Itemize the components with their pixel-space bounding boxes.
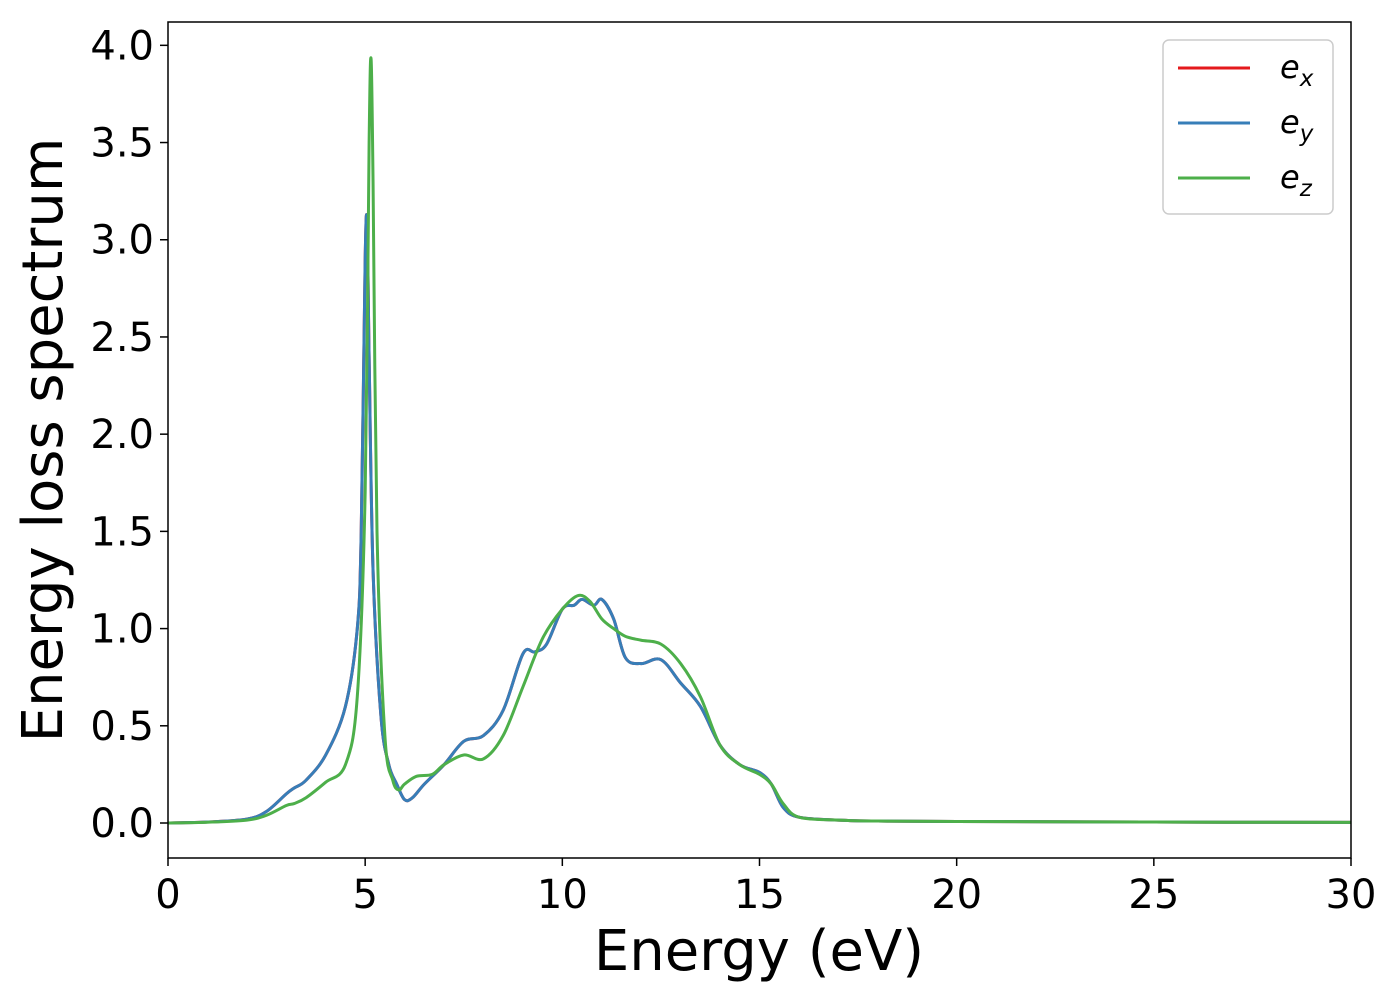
legend-box [1162, 39, 1334, 215]
x-tick-label: 15 [734, 872, 785, 918]
y-tick-label: 2.5 [90, 315, 154, 361]
x-tick-label: 0 [155, 872, 180, 918]
x-axis-title: Energy (eV) [594, 919, 924, 984]
series-line-y [167, 213, 1352, 825]
y-axis-title: Energy loss spectrum [11, 138, 76, 743]
y-tick-label: 1.0 [90, 607, 154, 653]
y-axis: 0.0 0.5 1.0 1.5 2.0 2.5 3.0 3.5 4.0 [90, 23, 168, 847]
x-tick-label: 30 [1326, 872, 1377, 918]
y-tick-label: 3.5 [90, 121, 154, 167]
plot-lines [167, 56, 1352, 825]
y-tick-label: 0.0 [90, 801, 154, 847]
y-tick-label: 4.0 [90, 23, 154, 69]
legend-label-y: ey [1280, 103, 1314, 147]
series-line-z [167, 56, 1352, 825]
series-line-x [167, 213, 1352, 825]
legend-label-x: ex [1280, 48, 1314, 92]
legend: ex ey ez [1162, 39, 1334, 215]
y-tick-label: 2.0 [90, 412, 154, 458]
legend-label-z: ez [1280, 158, 1313, 202]
x-tick-label: 25 [1128, 872, 1179, 918]
x-axis: 0 5 10 15 20 25 30 [155, 858, 1376, 918]
x-tick-label: 10 [537, 872, 588, 918]
x-tick-label: 20 [931, 872, 982, 918]
y-tick-label: 0.5 [90, 704, 154, 750]
x-tick-label: 5 [352, 872, 377, 918]
y-tick-label: 3.0 [90, 218, 154, 264]
y-tick-label: 1.5 [90, 509, 154, 555]
